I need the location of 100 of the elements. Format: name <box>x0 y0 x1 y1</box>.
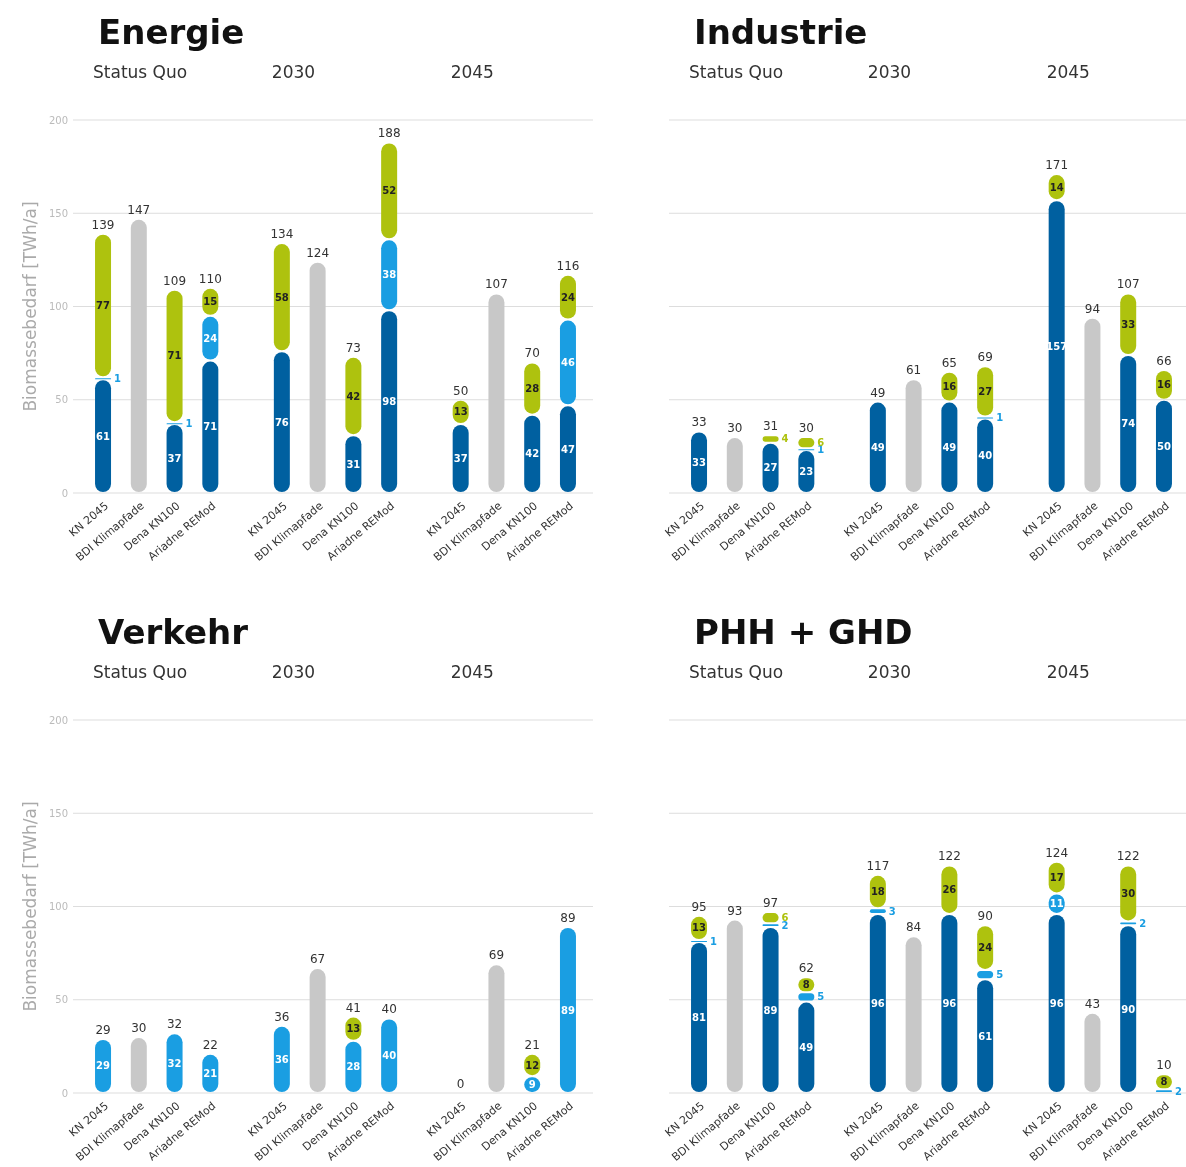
data-label: 28 <box>346 1061 361 1073</box>
data-label: 96 <box>870 997 885 1009</box>
data-label: 24 <box>561 291 575 303</box>
data-label: 37 <box>453 453 468 464</box>
data-label: 77 <box>96 300 111 312</box>
data-label: 3 <box>888 905 896 917</box>
total-label: 73 <box>345 340 362 355</box>
text: Status Quo <box>689 662 784 682</box>
total-label: 110 <box>198 271 222 286</box>
total-label: 171 <box>1045 158 1069 173</box>
total-label: 10 <box>1156 1058 1172 1073</box>
text: Status Quo <box>689 62 784 82</box>
total-label: 70 <box>524 346 540 361</box>
y-tick-label: 50 <box>55 994 68 1006</box>
total-label: 49 <box>870 385 886 400</box>
data-label: 4 <box>781 433 789 445</box>
total-label: 90 <box>977 909 993 924</box>
total-label: 139 <box>91 217 115 232</box>
total-label: 84 <box>905 920 922 935</box>
y-tick-label: 0 <box>61 487 68 499</box>
total-label: 122 <box>937 849 961 864</box>
text: 2045 <box>1046 662 1090 682</box>
y-tick-label: 100 <box>48 901 68 912</box>
data-label: 89 <box>763 1004 778 1016</box>
data-label: 31 <box>346 458 361 470</box>
data-label: 49 <box>942 441 957 453</box>
data-label: 27 <box>978 385 993 397</box>
data-label: 37 <box>167 453 182 464</box>
data-label: 30 <box>1121 887 1136 899</box>
data-label: 13 <box>692 922 707 934</box>
data-label: 58 <box>274 291 289 303</box>
data-label: 8 <box>1160 1076 1168 1088</box>
y-tick-label: 150 <box>48 807 68 819</box>
total-label: 69 <box>488 948 505 963</box>
total-label: 89 <box>560 911 576 926</box>
data-label: 18 <box>870 886 885 898</box>
data-label: 1 <box>996 411 1004 423</box>
data-label: 8 <box>802 979 810 991</box>
total-label: 117 <box>866 858 890 873</box>
data-label: 24 <box>203 332 218 344</box>
data-label: 89 <box>561 1004 575 1016</box>
data-label: 1 <box>114 372 122 384</box>
data-label: 42 <box>525 448 540 460</box>
total-label: 41 <box>345 1000 362 1015</box>
total-label: 30 <box>727 421 743 436</box>
total-label: 66 <box>1156 353 1172 368</box>
text: 2045 <box>450 62 494 82</box>
total-label: 31 <box>762 419 779 434</box>
total-label: 21 <box>524 1037 540 1052</box>
y-tick-label: 200 <box>48 114 68 126</box>
total-label: 65 <box>941 355 958 370</box>
data-label: 36 <box>274 1053 289 1065</box>
data-label: 50 <box>1157 440 1171 452</box>
chart-title: Energie <box>98 12 245 52</box>
data-label: 38 <box>382 269 397 281</box>
data-label: 1 <box>710 935 718 947</box>
data-label: 26 <box>942 884 957 896</box>
data-label: 13 <box>346 1023 361 1035</box>
data-label: 71 <box>167 350 182 362</box>
total-label: 95 <box>691 899 707 914</box>
text: 2030 <box>271 662 316 682</box>
total-label: 30 <box>798 421 814 436</box>
total-label: 36 <box>274 1009 290 1024</box>
total-label: 188 <box>377 126 401 141</box>
data-label: 74 <box>1121 418 1136 430</box>
data-label: 52 <box>382 185 397 197</box>
y-tick-label: 0 <box>61 1087 68 1099</box>
data-label: 61 <box>978 1030 993 1042</box>
total-label: 69 <box>977 350 993 365</box>
data-label: 49 <box>799 1041 814 1053</box>
data-label: 40 <box>978 450 993 462</box>
y-tick-label: 200 <box>48 714 68 726</box>
text: Status Quo <box>93 662 188 682</box>
y-tick-label: 50 <box>55 394 68 406</box>
total-label: 33 <box>691 415 707 430</box>
data-label: 40 <box>382 1050 397 1062</box>
data-label: 2 <box>1139 917 1147 929</box>
total-label: 62 <box>798 961 814 976</box>
text: 2045 <box>1046 62 1090 82</box>
data-label: 14 <box>1049 181 1064 193</box>
data-label: 90 <box>1121 1003 1136 1015</box>
data-label: 11 <box>1049 898 1064 910</box>
total-label: 116 <box>556 258 580 273</box>
bar <box>309 969 326 1092</box>
data-label: 42 <box>346 390 361 402</box>
data-label: 5 <box>996 969 1004 981</box>
total-label: 94 <box>1084 301 1101 316</box>
text: 2045 <box>450 662 494 682</box>
data-label: 29 <box>96 1060 111 1072</box>
data-label: 23 <box>799 466 814 478</box>
data-label: 1 <box>185 417 193 429</box>
data-label: 9 <box>528 1079 536 1091</box>
data-label: 13 <box>453 406 468 418</box>
data-label: 15 <box>203 296 218 308</box>
data-label: 47 <box>561 443 575 455</box>
data-label: 81 <box>692 1011 707 1023</box>
total-label: 93 <box>727 903 743 918</box>
total-label: 97 <box>762 896 779 911</box>
data-label: 24 <box>978 942 993 954</box>
data-label: 5 <box>817 991 825 1003</box>
